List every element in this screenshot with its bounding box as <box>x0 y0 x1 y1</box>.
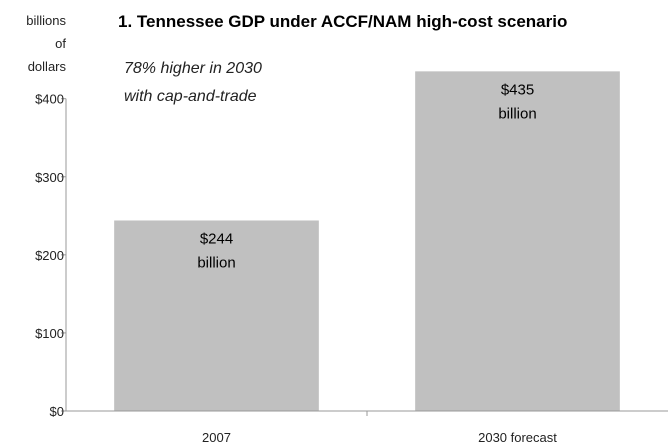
x-tick-label: 2007 <box>202 430 231 445</box>
y-axis: $0 $100 $200 $300 $400 <box>35 92 67 419</box>
chart-title: 1. Tennessee GDP under ACCF/NAM high-cos… <box>118 12 567 31</box>
x-tick-label: 2030 forecast <box>478 430 557 445</box>
annotation-line-2: with cap-and-trade <box>124 88 257 105</box>
annotation: 78% higher in 2030 with cap-and-trade <box>124 60 262 105</box>
bar-value-label: $244 <box>200 230 233 247</box>
y-tick-label: $0 <box>50 404 64 419</box>
y-axis-label-line-1: billions <box>26 13 66 28</box>
y-axis-label-line-3: dollars <box>28 59 67 74</box>
y-tick-label: $100 <box>35 326 64 341</box>
y-tick-label: $400 <box>35 92 64 107</box>
annotation-line-1: 78% higher in 2030 <box>124 60 262 77</box>
bar-value-unit-label: billion <box>498 105 536 122</box>
bar-value-unit-label: billion <box>197 254 235 271</box>
data-labels-group: $244 billion $435 billion <box>197 81 536 271</box>
bar <box>415 71 620 412</box>
y-tick-label: $300 <box>35 170 64 185</box>
y-tick-label: $200 <box>35 248 64 263</box>
bar <box>114 220 319 411</box>
bar-value-label: $435 <box>501 81 534 98</box>
y-axis-label: billions of dollars <box>26 13 66 74</box>
x-axis: 2007 2030 forecast <box>66 410 668 445</box>
bars-group <box>114 71 620 412</box>
y-axis-label-line-2: of <box>55 36 66 51</box>
